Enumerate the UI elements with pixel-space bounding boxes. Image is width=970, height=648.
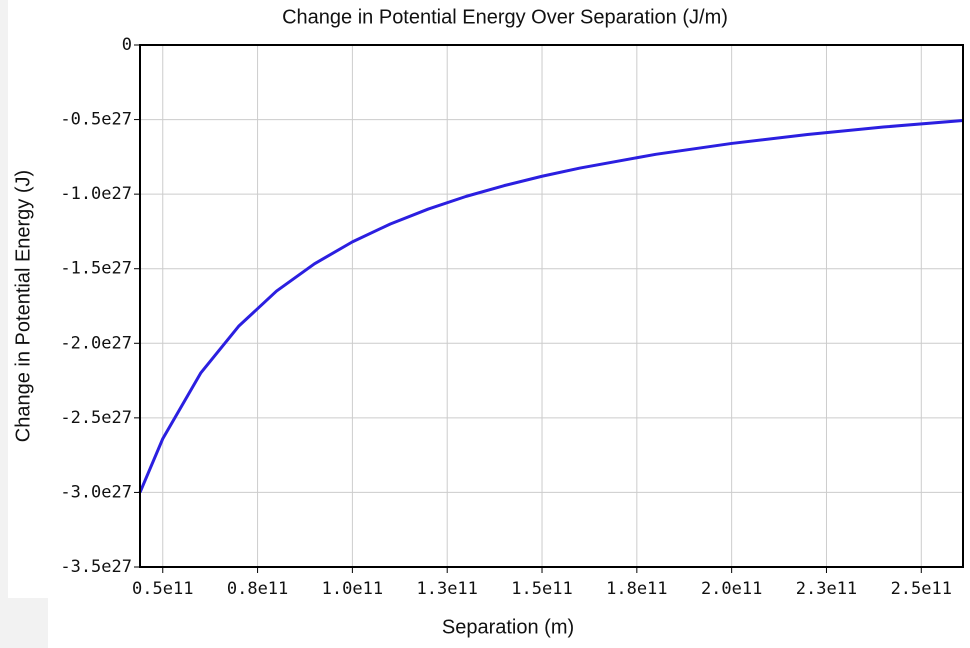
chart-background <box>8 0 970 598</box>
chart-title: Change in Potential Energy Over Separati… <box>282 6 728 28</box>
x-tick-label: 1.0e11 <box>322 579 383 599</box>
y-tick-label: -2.5e27 <box>60 408 132 428</box>
x-tick-label: 1.5e11 <box>511 579 572 599</box>
y-tick-label: -0.5e27 <box>60 110 132 130</box>
y-tick-label: 0 <box>122 35 132 55</box>
y-tick-label: -3.5e27 <box>60 557 132 577</box>
y-tick-label: -1.0e27 <box>60 184 132 204</box>
x-tick-label: 1.8e11 <box>606 579 667 599</box>
y-axis-label: Change in Potential Energy (J) <box>12 170 34 442</box>
x-axis-label: Separation (m) <box>442 616 574 638</box>
y-tick-label: -1.5e27 <box>60 259 132 279</box>
x-tick-label: 2.5e11 <box>891 579 952 599</box>
y-tick-label: -3.0e27 <box>60 482 132 502</box>
y-tick-label: -2.0e27 <box>60 333 132 353</box>
plot <box>138 118 964 494</box>
x-tick-label: 2.3e11 <box>796 579 857 599</box>
x-tick-label: 0.5e11 <box>132 579 193 599</box>
x-tick-label: 1.3e11 <box>416 579 477 599</box>
x-tick-label: 0.8e11 <box>227 579 288 599</box>
x-tick-label: 2.0e11 <box>701 579 762 599</box>
data-line <box>138 118 964 494</box>
plot-frame <box>139 44 964 568</box>
label-background <box>48 598 970 648</box>
